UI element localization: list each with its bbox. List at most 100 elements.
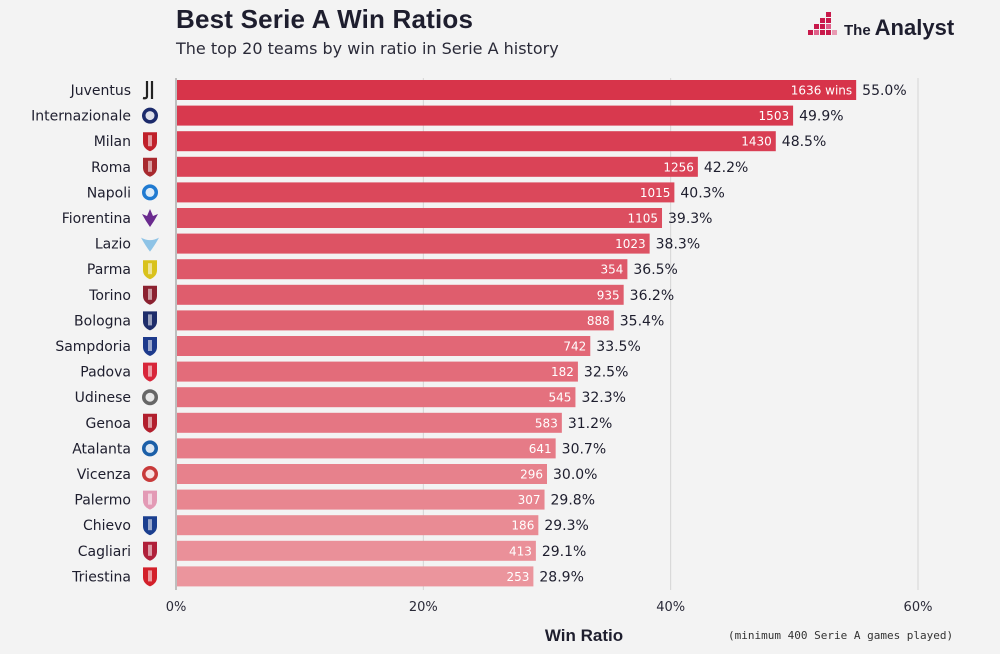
club-crest-icon — [145, 469, 155, 479]
bar-wins-label: 641 — [529, 442, 552, 456]
bar-value-label: 39.3% — [668, 211, 712, 227]
bar — [177, 156, 698, 177]
category-label: Udinese — [75, 390, 131, 406]
bar-value-label: 30.7% — [562, 441, 606, 457]
x-tick-label: 60% — [904, 600, 933, 615]
chart-subtitle: The top 20 teams by win ratio in Serie A… — [176, 39, 559, 58]
category-label: Lazio — [95, 237, 131, 253]
bar-wins-label: 354 — [600, 263, 623, 277]
x-tick-label: 0% — [166, 600, 187, 615]
bar-value-label: 35.4% — [620, 313, 664, 329]
category-label: Napoli — [87, 185, 131, 201]
bar-value-label: 40.3% — [680, 185, 724, 201]
bar-wins-label: 253 — [506, 570, 529, 584]
bar-value-label: 48.5% — [782, 134, 826, 150]
bar-wins-label: 182 — [551, 365, 574, 379]
bar — [177, 515, 539, 536]
bar-value-label: 33.5% — [596, 339, 640, 355]
bar — [177, 412, 562, 433]
bar-value-label: 36.2% — [630, 288, 674, 304]
bar — [177, 284, 624, 305]
club-crest-icon — [142, 81, 154, 100]
bar-value-label: 31.2% — [568, 416, 612, 432]
club-crest-icon — [148, 314, 152, 326]
bar-value-label: 29.3% — [544, 518, 588, 534]
bar — [177, 233, 650, 254]
category-label: Sampdoria — [55, 339, 131, 355]
category-label: Genoa — [86, 416, 131, 432]
category-label: Chievo — [83, 518, 131, 534]
bar-wins-label: 1256 — [663, 160, 694, 174]
bar-value-label: 32.5% — [584, 365, 628, 381]
category-label: Padova — [80, 365, 131, 381]
x-tick-label: 40% — [656, 600, 685, 615]
club-crest-icon — [145, 443, 155, 453]
club-crest-icon — [148, 160, 152, 172]
bar — [177, 336, 591, 356]
x-tick-label: 20% — [409, 600, 438, 615]
bar-wins-label: 186 — [511, 519, 534, 533]
bar — [177, 464, 547, 484]
bar — [177, 310, 614, 331]
club-crest-icon — [142, 209, 158, 227]
bar-wins-label: 1105 — [627, 212, 658, 226]
category-label: Roma — [91, 160, 131, 176]
brand-name: The Analyst — [844, 15, 955, 40]
bar — [177, 105, 794, 126]
club-crest-icon — [145, 111, 155, 121]
club-crest-icon — [148, 340, 152, 351]
category-label: Torino — [88, 288, 131, 304]
bar — [177, 131, 776, 152]
bar-value-label: 28.9% — [539, 569, 583, 585]
club-crest-icon — [148, 263, 152, 275]
bar-wins-label: 1503 — [759, 109, 790, 123]
bar-wins-label: 545 — [549, 391, 572, 405]
bar-value-label: 49.9% — [799, 109, 843, 125]
category-label: Triestina — [71, 569, 131, 585]
bar — [177, 208, 663, 228]
bar-value-label: 32.3% — [581, 390, 625, 406]
club-crest-icon — [141, 237, 159, 252]
club-crest-icon — [148, 570, 152, 582]
bar-wins-label: 1023 — [615, 237, 646, 251]
bar-value-label: 29.8% — [551, 493, 595, 509]
bar — [177, 566, 534, 587]
category-label: Internazionale — [31, 109, 131, 125]
club-crest-icon — [145, 187, 155, 197]
club-crest-icon — [148, 135, 152, 147]
club-crest-icon — [148, 288, 152, 300]
bar — [177, 361, 578, 382]
bar-wins-label: 296 — [520, 468, 543, 482]
bar-wins-label: 1015 — [640, 186, 671, 200]
bar-wins-label: 742 — [563, 340, 586, 354]
bar-wins-label: 1430 — [741, 135, 772, 149]
category-label: Fiorentina — [62, 211, 131, 227]
bar-wins-label: 888 — [587, 314, 610, 328]
bar — [177, 438, 556, 459]
footnote: (minimum 400 Serie A games played) — [728, 629, 954, 642]
category-label: Milan — [94, 134, 131, 150]
bar-value-label: 30.0% — [553, 467, 597, 483]
bar-wins-label: 935 — [597, 288, 620, 302]
category-label: Bologna — [74, 313, 131, 329]
bar-wins-label: 307 — [518, 493, 541, 507]
category-label: Juventus — [70, 83, 131, 99]
x-axis-label: Win Ratio — [544, 626, 624, 645]
bar-wins-label: 583 — [535, 416, 558, 430]
bar-value-label: 55.0% — [862, 83, 906, 99]
bar — [177, 259, 628, 280]
analyst-logo-icon — [808, 12, 837, 35]
bar-wins-label: 413 — [509, 544, 532, 558]
bar — [177, 80, 857, 100]
bar-value-label: 36.5% — [633, 262, 677, 278]
category-label: Cagliari — [78, 544, 131, 560]
bar — [177, 489, 545, 510]
brand-logo: The Analyst — [808, 12, 978, 44]
bar-value-label: 42.2% — [704, 160, 748, 176]
bar — [177, 182, 675, 203]
club-crest-icon — [148, 493, 152, 505]
bar-wins-label: 1636 wins — [791, 84, 852, 98]
club-crest-icon — [148, 519, 152, 531]
club-crest-icon — [148, 416, 152, 428]
